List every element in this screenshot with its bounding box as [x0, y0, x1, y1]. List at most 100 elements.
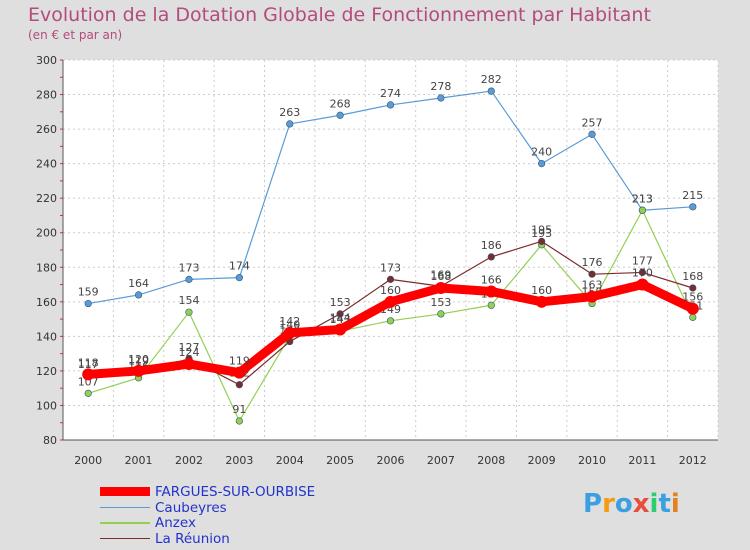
data-point-la-r-union	[487, 253, 495, 261]
data-label-fargues-sur-ourbise: 160	[531, 284, 552, 297]
x-tick-label: 2005	[326, 454, 354, 467]
data-point-fargues-sur-ourbise	[334, 323, 347, 336]
data-point-caubeyres	[185, 275, 193, 283]
data-point-la-r-union	[588, 270, 596, 278]
chart-subtitle: (en € et par an)	[28, 28, 123, 42]
logo-letter-i: i	[649, 489, 659, 519]
data-label-fargues-sur-ourbise: 142	[279, 315, 300, 328]
data-point-anzex	[487, 301, 495, 309]
logo-letter-x: x	[632, 489, 650, 519]
logo-letter-r: r	[602, 489, 615, 519]
data-label-la-r-union: 176	[582, 256, 603, 269]
x-tick-label: 2011	[628, 454, 656, 467]
data-label-la-r-union: 195	[531, 223, 552, 236]
x-tick-label: 2010	[578, 454, 606, 467]
data-point-fargues-sur-ourbise	[686, 302, 699, 315]
data-label-caubeyres: 274	[380, 87, 401, 100]
data-label-fargues-sur-ourbise: 166	[481, 273, 502, 286]
proxiti-logo: Proxiti	[583, 489, 680, 519]
x-tick-label: 2002	[175, 454, 203, 467]
logo-letter-i2: i	[670, 489, 680, 519]
data-label-caubeyres: 173	[178, 261, 199, 274]
data-point-caubeyres	[286, 120, 294, 128]
legend-label-anzex: Anzex	[155, 515, 196, 531]
data-label-fargues-sur-ourbise: 120	[128, 353, 149, 366]
legend-label-fargues: FARGUES-SUR-OURBISE	[155, 484, 316, 500]
legend-swatch-fargues	[100, 487, 150, 496]
data-label-fargues-sur-ourbise: 170	[632, 267, 653, 280]
y-tick-label: 100	[36, 399, 57, 412]
y-tick-label: 160	[36, 296, 57, 309]
data-point-fargues-sur-ourbise	[535, 295, 548, 308]
y-tick-label: 300	[36, 54, 57, 67]
data-label-la-r-union: 153	[330, 296, 351, 309]
chart-title: Evolution de la Dotation Globale de Fonc…	[28, 4, 651, 26]
data-label-fargues-sur-ourbise: 160	[380, 284, 401, 297]
data-label-caubeyres: 282	[481, 73, 502, 86]
data-point-la-r-union	[386, 275, 395, 283]
data-point-caubeyres	[235, 274, 243, 282]
logo-letter-p: P	[583, 489, 603, 519]
data-label-caubeyres: 174	[229, 260, 250, 273]
data-label-fargues-sur-ourbise: 156	[682, 291, 703, 304]
data-label-caubeyres: 164	[128, 277, 149, 290]
data-point-la-r-union	[235, 381, 243, 389]
data-point-fargues-sur-ourbise	[182, 358, 195, 370]
data-point-la-r-union	[638, 268, 647, 277]
data-label-fargues-sur-ourbise: 163	[582, 279, 603, 292]
data-point-fargues-sur-ourbise	[384, 295, 397, 308]
data-label-la-r-union: 168	[682, 270, 703, 283]
data-label-anzex: 91	[232, 403, 246, 416]
data-point-la-r-union	[336, 310, 344, 318]
x-tick-label: 2006	[377, 454, 405, 467]
data-point-caubeyres	[336, 111, 344, 119]
data-label-caubeyres: 257	[582, 116, 603, 129]
data-label-anzex: 153	[430, 296, 451, 309]
data-label-anzex: 107	[78, 375, 99, 388]
y-tick-label: 280	[36, 89, 57, 102]
y-tick-label: 80	[43, 434, 57, 447]
x-tick-label: 2007	[427, 454, 455, 467]
data-label-caubeyres: 240	[531, 146, 552, 159]
data-point-caubeyres	[689, 203, 697, 211]
data-point-fargues-sur-ourbise	[283, 326, 296, 339]
data-label-anzex: 154	[178, 294, 199, 307]
y-tick-label: 200	[36, 227, 57, 240]
data-label-fargues-sur-ourbise: 124	[178, 346, 199, 359]
data-point-fargues-sur-ourbise	[233, 366, 246, 379]
y-tick-label: 120	[36, 365, 57, 378]
data-point-anzex	[84, 389, 92, 397]
data-label-la-r-union: 177	[632, 254, 653, 267]
data-point-fargues-sur-ourbise	[636, 278, 649, 291]
data-point-anzex	[185, 308, 193, 316]
data-label-caubeyres: 268	[330, 97, 351, 110]
data-label-anzex: 193	[531, 227, 552, 240]
y-tick-label: 180	[36, 261, 57, 274]
x-tick-label: 2004	[276, 454, 304, 467]
data-point-anzex	[437, 310, 445, 318]
legend-swatch-la-reunion	[100, 537, 150, 539]
data-label-caubeyres: 263	[279, 106, 300, 119]
data-point-fargues-sur-ourbise	[132, 364, 145, 377]
data-point-caubeyres	[386, 101, 395, 109]
data-point-anzex	[235, 417, 243, 425]
legend-label-la-reunion: La Réunion	[155, 530, 230, 547]
data-point-caubeyres	[487, 87, 495, 95]
data-label-fargues-sur-ourbise: 168	[430, 270, 451, 283]
data-label-la-r-union: 119	[128, 355, 149, 368]
data-point-anzex	[638, 206, 647, 214]
data-point-anzex	[386, 317, 395, 325]
data-point-fargues-sur-ourbise	[434, 282, 447, 294]
data-point-fargues-sur-ourbise	[586, 290, 599, 303]
x-tick-label: 2012	[679, 454, 707, 467]
data-point-caubeyres	[437, 94, 445, 102]
data-label-fargues-sur-ourbise: 144	[330, 311, 351, 324]
data-point-la-r-union	[538, 237, 546, 245]
data-point-caubeyres	[588, 130, 596, 138]
data-label-anzex: 213	[632, 192, 653, 205]
x-tick-label: 2003	[225, 454, 253, 467]
data-point-caubeyres	[538, 160, 546, 168]
data-label-caubeyres: 278	[430, 80, 451, 93]
data-label-caubeyres: 159	[78, 286, 99, 299]
data-point-fargues-sur-ourbise	[82, 368, 95, 381]
